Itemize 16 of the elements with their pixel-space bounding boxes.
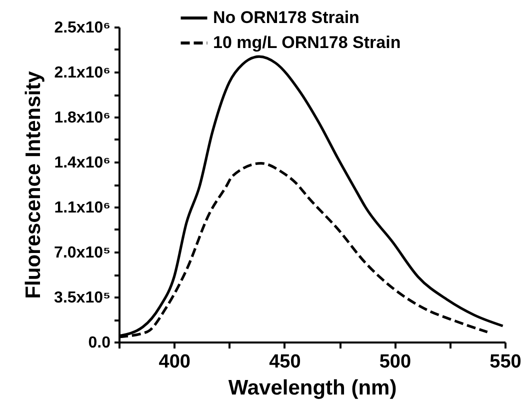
x-tick-label: 500 xyxy=(379,352,412,372)
legend-label: No ORN178 Strain xyxy=(213,8,360,27)
y-tick-label: 7.0x10⁵ xyxy=(54,244,110,262)
y-tick-label: 2.1x10⁶ xyxy=(54,64,110,82)
x-tick-label: 550 xyxy=(490,352,522,372)
y-tick-label: 1.4x10⁶ xyxy=(54,154,110,172)
y-tick-label: 3.5x10⁵ xyxy=(54,290,110,306)
y-axis-title: Fluorescence Intensity xyxy=(22,70,46,299)
legend-label: 10 mg/L ORN178 Strain xyxy=(213,33,401,52)
x-axis-title: Wavelength (nm) xyxy=(228,376,397,400)
x-tick-label: 450 xyxy=(269,352,301,372)
y-tick-label: 1.1x10⁶ xyxy=(54,200,110,216)
y-tick-label: 2.5x10⁶ xyxy=(54,20,110,36)
y-tick-label: 0.0 xyxy=(88,334,111,352)
x-tick-label: 400 xyxy=(158,352,190,372)
y-tick-label: 1.8x10⁶ xyxy=(54,110,110,126)
